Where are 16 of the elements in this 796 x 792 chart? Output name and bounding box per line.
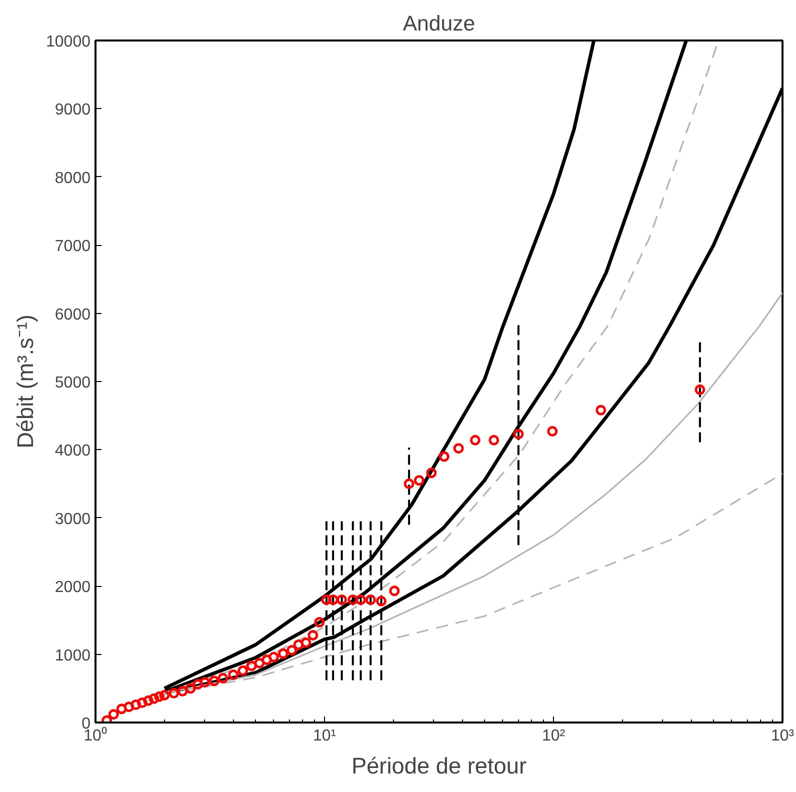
y-axis-title: Débit (m³.s⁻¹) bbox=[12, 314, 38, 448]
y-tick-label: 9000 bbox=[54, 102, 91, 119]
y-tick-label: 1000 bbox=[54, 647, 91, 664]
y-tick-label: 3000 bbox=[54, 510, 91, 528]
chart-title: Anduze bbox=[402, 12, 476, 36]
x-tick-label: 10³ bbox=[770, 728, 795, 744]
y-tick-label: 10000 bbox=[46, 34, 91, 50]
y-tick-label: 7000 bbox=[54, 238, 91, 256]
y-tick-label: 2000 bbox=[54, 579, 91, 596]
y-tick-label: 4000 bbox=[54, 442, 91, 460]
x-axis-title: Période de retour bbox=[351, 752, 527, 778]
y-tick-label: 5000 bbox=[54, 374, 91, 392]
y-tick-label: 8000 bbox=[54, 170, 91, 187]
x-tick-label: 10¹ bbox=[312, 728, 336, 744]
y-tick-label: 6000 bbox=[54, 306, 91, 324]
x-tick-label: 10² bbox=[542, 728, 566, 744]
